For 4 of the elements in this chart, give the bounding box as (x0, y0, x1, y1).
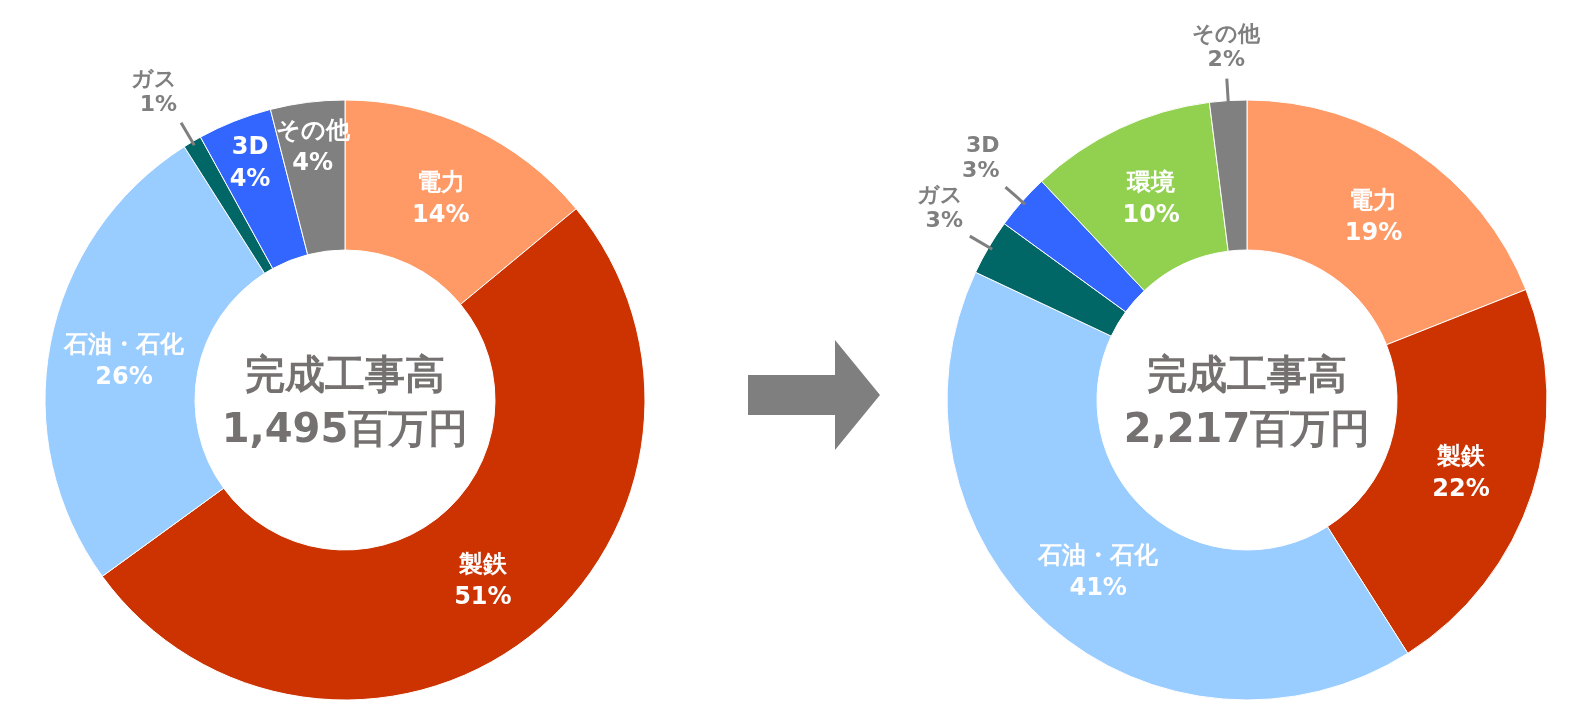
text: 完成工事高 (1147, 351, 1347, 397)
text: 完成工事高 (245, 351, 445, 397)
text: 1,495百万円 (221, 405, 469, 451)
text: 2,217百万円 (1123, 405, 1371, 451)
